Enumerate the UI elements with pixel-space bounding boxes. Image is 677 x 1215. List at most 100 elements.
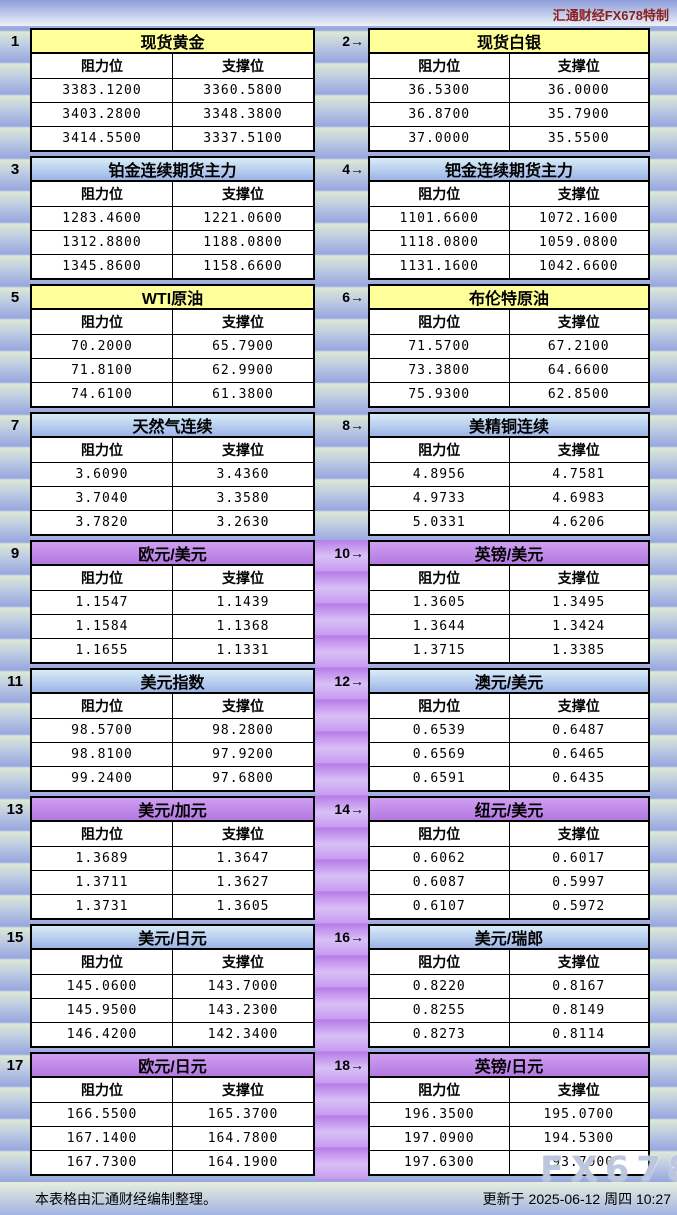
resistance-value: 1131.1600: [370, 255, 510, 278]
label-slot: 15: [0, 924, 30, 1052]
label-slot: 9: [0, 540, 30, 668]
support-value: 3360.5800: [203, 83, 283, 98]
resistance-value: 70.2000: [32, 335, 173, 358]
price-table: 现货黄金 阻力位 支撑位 3383.1200 3360.5800 3403.28…: [30, 28, 315, 156]
resistance-header: 阻力位: [32, 950, 173, 974]
block-title: 澳元/美元: [368, 668, 650, 694]
block-body: 阻力位 支撑位 0.8220 0.8167 0.8255 0.8149 0.82…: [368, 950, 650, 1048]
support-header: 支撑位: [222, 314, 264, 330]
resistance-value: 37.0000: [370, 127, 510, 150]
support-value: 3.2630: [216, 515, 270, 530]
block-title: 现货白银: [368, 28, 650, 54]
support-value: 1059.0800: [539, 235, 619, 250]
support-value: 0.8167: [552, 979, 606, 994]
support-value: 1072.1600: [539, 211, 619, 226]
block-body: 阻力位 支撑位 70.2000 65.7900 71.8100 62.9900 …: [30, 310, 315, 408]
block-title: 美元/加元: [30, 796, 315, 822]
gutter-number-column: 2→ 4→ 6→ 8→ 10→ 12→ 14→ 16→ 18→: [315, 28, 365, 1180]
price-table: 纽元/美元 阻力位 支撑位 0.6062 0.6017 0.6087 0.599…: [368, 796, 650, 924]
label-slot: 12→: [315, 668, 365, 796]
price-table: 铂金连续期货主力 阻力位 支撑位 1283.4600 1221.0600 131…: [30, 156, 315, 284]
support-value: 0.6435: [552, 771, 606, 786]
price-table: 澳元/美元 阻力位 支撑位 0.6539 0.6487 0.6569 0.646…: [368, 668, 650, 796]
support-header: 支撑位: [557, 954, 600, 970]
resistance-value: 196.3500: [370, 1103, 510, 1126]
resistance-value: 36.5300: [370, 79, 510, 102]
resistance-value: 1312.8800: [32, 231, 173, 254]
label-slot: 14→: [315, 796, 365, 924]
support-header: 支撑位: [222, 186, 264, 202]
support-value: 1.3627: [216, 875, 270, 890]
support-value: 164.7800: [207, 1131, 279, 1146]
support-value: 0.5972: [552, 899, 606, 914]
block-body: 阻力位 支撑位 98.5700 98.2800 98.8100 97.9200 …: [30, 694, 315, 792]
resistance-value: 3.7820: [32, 511, 173, 534]
label-slot: 18→: [315, 1052, 365, 1180]
support-header: 支撑位: [557, 698, 600, 714]
resistance-value: 0.6062: [370, 847, 510, 870]
footer-note: 本表格由汇通财经编制整理。: [35, 1190, 217, 1207]
resistance-value: 1.3731: [32, 895, 173, 918]
resistance-value: 3.6090: [32, 463, 173, 486]
resistance-value: 1118.0800: [370, 231, 510, 254]
support-value: 35.7900: [547, 107, 610, 122]
right-table-column: 现货白银 阻力位 支撑位 36.5300 36.0000 36.8700 35.…: [368, 28, 650, 1180]
resistance-header: 阻力位: [370, 54, 510, 78]
support-header: 支撑位: [222, 1082, 264, 1098]
block-body: 阻力位 支撑位 166.5500 165.3700 167.1400 164.7…: [30, 1078, 315, 1176]
resistance-value: 4.8956: [370, 463, 510, 486]
block-title: 英镑/日元: [368, 1052, 650, 1078]
resistance-value: 146.4200: [32, 1023, 173, 1046]
label-slot: 4→: [315, 156, 365, 284]
label-slot: 13: [0, 796, 30, 924]
support-header: 支撑位: [557, 826, 600, 842]
block-title: 铂金连续期货主力: [30, 156, 315, 182]
support-value: 1.3605: [216, 899, 270, 914]
resistance-header: 阻力位: [370, 566, 510, 590]
resistance-value: 167.7300: [32, 1151, 173, 1174]
block-title: WTI原油: [30, 284, 315, 310]
support-header: 支撑位: [222, 826, 264, 842]
resistance-header: 阻力位: [370, 950, 510, 974]
support-value: 164.1900: [207, 1155, 279, 1170]
resistance-value: 74.6100: [32, 383, 173, 406]
support-value: 62.8500: [547, 387, 610, 402]
label-slot: 10→: [315, 540, 365, 668]
resistance-value: 0.6539: [370, 719, 510, 742]
label-slot: 7: [0, 412, 30, 540]
footer-updated: 更新于 2025-06-12 周四 10:27: [482, 1190, 671, 1207]
resistance-value: 5.0331: [370, 511, 510, 534]
support-value: 1221.0600: [203, 211, 283, 226]
resistance-value: 145.0600: [32, 975, 173, 998]
support-header: 支撑位: [222, 698, 264, 714]
support-value: 0.6017: [552, 851, 606, 866]
resistance-value: 197.6300: [370, 1151, 510, 1174]
support-value: 1.1439: [216, 595, 270, 610]
label-slot: 17: [0, 1052, 30, 1180]
block-title: 纽元/美元: [368, 796, 650, 822]
block-title: 欧元/日元: [30, 1052, 315, 1078]
resistance-value: 166.5500: [32, 1103, 173, 1126]
price-table: 欧元/美元 阻力位 支撑位 1.1547 1.1439 1.1584 1.136…: [30, 540, 315, 668]
resistance-header: 阻力位: [370, 1078, 510, 1102]
support-value: 142.3400: [207, 1027, 279, 1042]
support-value: 36.0000: [547, 83, 610, 98]
block-body: 阻力位 支撑位 1.3689 1.3647 1.3711 1.3627 1.37…: [30, 822, 315, 920]
support-value: 195.0700: [543, 1107, 615, 1122]
support-value: 61.3800: [212, 387, 274, 402]
support-value: 35.5500: [547, 131, 610, 146]
support-value: 4.6206: [552, 515, 606, 530]
block-number-label: 3: [10, 160, 20, 178]
block-title: 钯金连续期货主力: [368, 156, 650, 182]
resistance-header: 阻力位: [32, 566, 173, 590]
block-body: 阻力位 支撑位 0.6062 0.6017 0.6087 0.5997 0.61…: [368, 822, 650, 920]
block-title: 布伦特原油: [368, 284, 650, 310]
resistance-header: 阻力位: [32, 54, 173, 78]
block-body: 阻力位 支撑位 36.5300 36.0000 36.8700 35.7900 …: [368, 54, 650, 152]
price-table: 布伦特原油 阻力位 支撑位 71.5700 67.2100 73.3800 64…: [368, 284, 650, 412]
resistance-header: 阻力位: [32, 310, 173, 334]
block-body: 阻力位 支撑位 71.5700 67.2100 73.3800 64.6600 …: [368, 310, 650, 408]
resistance-value: 1.3605: [370, 591, 510, 614]
label-slot: 3: [0, 156, 30, 284]
support-value: 0.6465: [552, 747, 606, 762]
